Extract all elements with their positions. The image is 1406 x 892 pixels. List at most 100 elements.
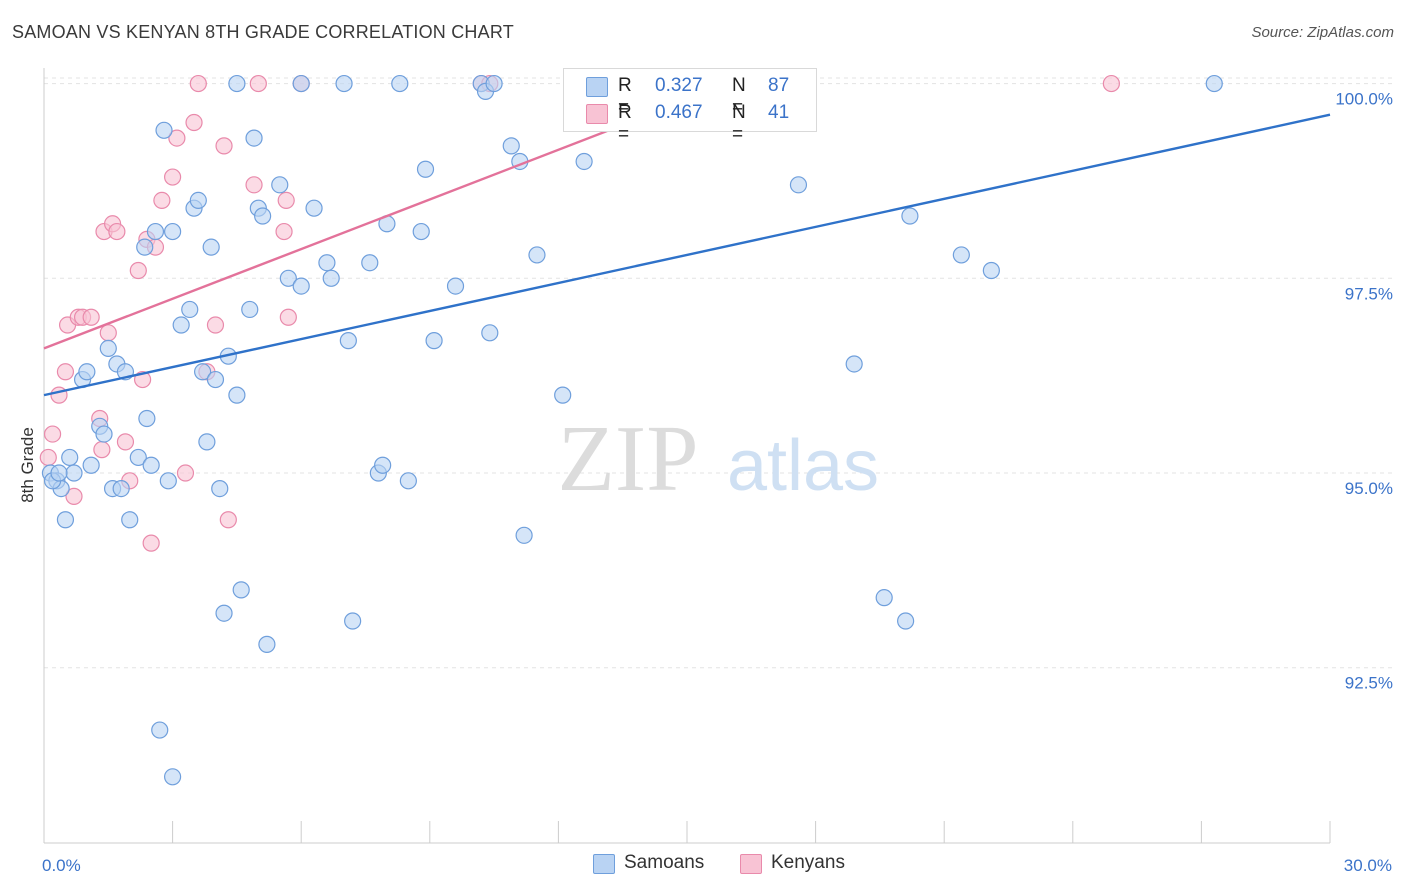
- watermark-atlas: atlas: [727, 426, 879, 506]
- samoan-point: [335, 74, 353, 93]
- samoan-point: [241, 300, 259, 319]
- kenyan-point: [43, 425, 62, 443]
- chart-title: SAMOAN VS KENYAN 8TH GRADE CORRELATION C…: [12, 22, 514, 42]
- gridlines: [44, 77, 1395, 669]
- samoan-point: [897, 612, 915, 630]
- samoan-point: [138, 409, 156, 428]
- tick-labels: 100.0% 97.5% 95.0% 92.5% 0.0% 30.0%: [42, 90, 1393, 875]
- samoan-point: [982, 261, 1000, 280]
- kenyans-label: Kenyans: [771, 852, 845, 873]
- samoan-point: [129, 448, 147, 467]
- samoan-point: [206, 370, 225, 389]
- kenyan-point: [215, 137, 233, 155]
- kenyan-point: [39, 448, 57, 467]
- watermark-zip: ZIP: [558, 407, 699, 511]
- samoan-point: [159, 472, 177, 490]
- kenyan-swatch: [586, 104, 608, 124]
- samoan-swatch: [586, 77, 608, 97]
- kenyan-point: [93, 441, 111, 459]
- kenyan-point: [153, 191, 171, 210]
- samoan-point: [228, 386, 246, 404]
- samoan-point: [198, 433, 216, 451]
- correlation-legend: R = 0.327 N = 87 R = 0.467 N = 41: [563, 68, 817, 145]
- samoan-point: [82, 456, 100, 474]
- samoan-point: [164, 222, 182, 241]
- samoan-point: [112, 480, 130, 498]
- kenyans-swatch: [740, 854, 762, 874]
- samoan-point: [121, 511, 139, 529]
- axes: [43, 68, 1331, 844]
- samoan-r-value: 0.327: [655, 75, 703, 96]
- samoan-point: [305, 199, 323, 217]
- samoan-point: [78, 363, 96, 381]
- samoan-point: [155, 121, 173, 139]
- kenyan-point: [206, 316, 225, 334]
- x-tick-label: 30.0%: [1344, 856, 1392, 875]
- samoan-r-label: R =: [618, 75, 632, 118]
- kenyan-point: [56, 363, 75, 381]
- y-tick-label: 92.5%: [1345, 674, 1393, 693]
- samoan-point: [318, 254, 336, 272]
- samoan-point: [164, 768, 182, 786]
- kenyan-point: [65, 487, 83, 505]
- samoan-point: [845, 355, 863, 373]
- samoan-point: [61, 448, 79, 467]
- samoan-point: [271, 176, 289, 194]
- kenyan-point: [142, 534, 160, 552]
- samoan-point: [95, 425, 113, 443]
- samoan-point: [194, 363, 212, 381]
- samoan-point: [344, 612, 362, 630]
- kenyan-point: [185, 113, 203, 132]
- samoan-point: [515, 526, 533, 544]
- samoan-point: [374, 456, 392, 474]
- samoan-point: [211, 480, 229, 498]
- y-tick-label: 100.0%: [1335, 90, 1393, 109]
- kenyan-point: [277, 191, 295, 210]
- samoan-point: [481, 324, 499, 342]
- samoan-trend-line: [43, 113, 1331, 397]
- samoan-point: [391, 74, 409, 93]
- samoan-point: [416, 160, 435, 178]
- samoan-point: [228, 74, 246, 93]
- samoan-point: [554, 386, 572, 404]
- samoan-point: [215, 604, 233, 622]
- samoan-point: [485, 74, 503, 93]
- samoan-point: [172, 316, 190, 334]
- kenyan-n-label: N =: [732, 102, 746, 145]
- samoan-point: [245, 129, 263, 147]
- kenyan-point: [168, 129, 186, 147]
- samoan-point: [151, 721, 169, 739]
- samoan-point: [254, 207, 272, 225]
- samoan-point: [425, 332, 443, 350]
- x-tick-label: 0.0%: [42, 856, 81, 875]
- kenyan-point: [245, 176, 263, 194]
- samoan-point: [292, 74, 310, 93]
- kenyan-point: [99, 324, 117, 342]
- y-tick-label: 97.5%: [1345, 284, 1393, 303]
- kenyan-point: [82, 308, 100, 326]
- samoan-point: [412, 222, 430, 241]
- samoan-point: [446, 277, 465, 295]
- y-axis-label: 8th Grade: [18, 427, 37, 503]
- samoan-point: [322, 269, 340, 287]
- samoan-n-label: N =: [732, 75, 746, 118]
- y-tick-label: 95.0%: [1345, 479, 1393, 498]
- kenyan-point: [108, 222, 126, 241]
- kenyan-point: [116, 433, 135, 451]
- kenyan-n-value: 41: [768, 102, 790, 123]
- samoan-point: [146, 222, 165, 241]
- samoan-point: [575, 152, 593, 171]
- kenyan-point: [176, 464, 195, 482]
- kenyan-point: [249, 74, 267, 93]
- samoan-point: [136, 238, 154, 256]
- samoan-point: [399, 472, 417, 490]
- samoans-label: Samoans: [624, 852, 705, 873]
- kenyan-point: [275, 222, 293, 241]
- kenyan-point: [129, 261, 147, 280]
- samoan-point: [279, 269, 297, 287]
- samoan-point: [189, 191, 207, 210]
- kenyan-point: [189, 74, 207, 93]
- kenyan-point: [219, 511, 237, 529]
- samoan-point: [56, 511, 75, 529]
